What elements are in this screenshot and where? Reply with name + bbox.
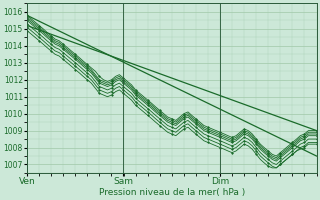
X-axis label: Pression niveau de la mer( hPa ): Pression niveau de la mer( hPa ) [99,188,245,197]
